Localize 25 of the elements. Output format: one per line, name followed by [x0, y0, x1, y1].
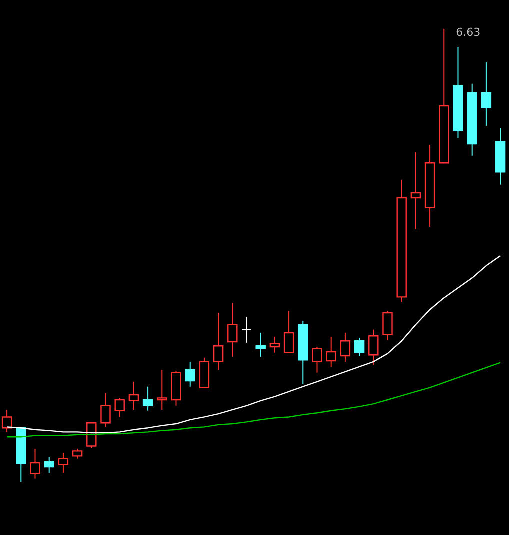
- candlestick: [128, 381, 140, 410]
- candlestick: [72, 448, 83, 460]
- candlestick: [481, 62, 492, 126]
- candlestick: [100, 392, 111, 428]
- candlestick: [270, 336, 280, 354]
- candlestick: [284, 310, 294, 354]
- candlestick: [256, 332, 266, 358]
- candlestick: [242, 316, 252, 344]
- candlestick: [157, 370, 168, 410]
- annotation: 6.63: [456, 26, 481, 39]
- candlestick: [228, 302, 238, 358]
- candlestick: [213, 312, 224, 371]
- candlestick: [58, 452, 69, 474]
- candlestick: [312, 346, 322, 374]
- candlestick: [326, 336, 336, 368]
- candlestick: [340, 332, 351, 362]
- candlestick: [114, 398, 125, 418]
- candlestick: [368, 329, 379, 366]
- candlestick: [30, 448, 40, 480]
- candlestick: [142, 386, 154, 412]
- candlestick: [382, 310, 393, 341]
- candlestick: [185, 361, 196, 388]
- candlestick: [354, 337, 365, 357]
- candlestick: [410, 152, 422, 230]
- candlestick: [44, 456, 54, 474]
